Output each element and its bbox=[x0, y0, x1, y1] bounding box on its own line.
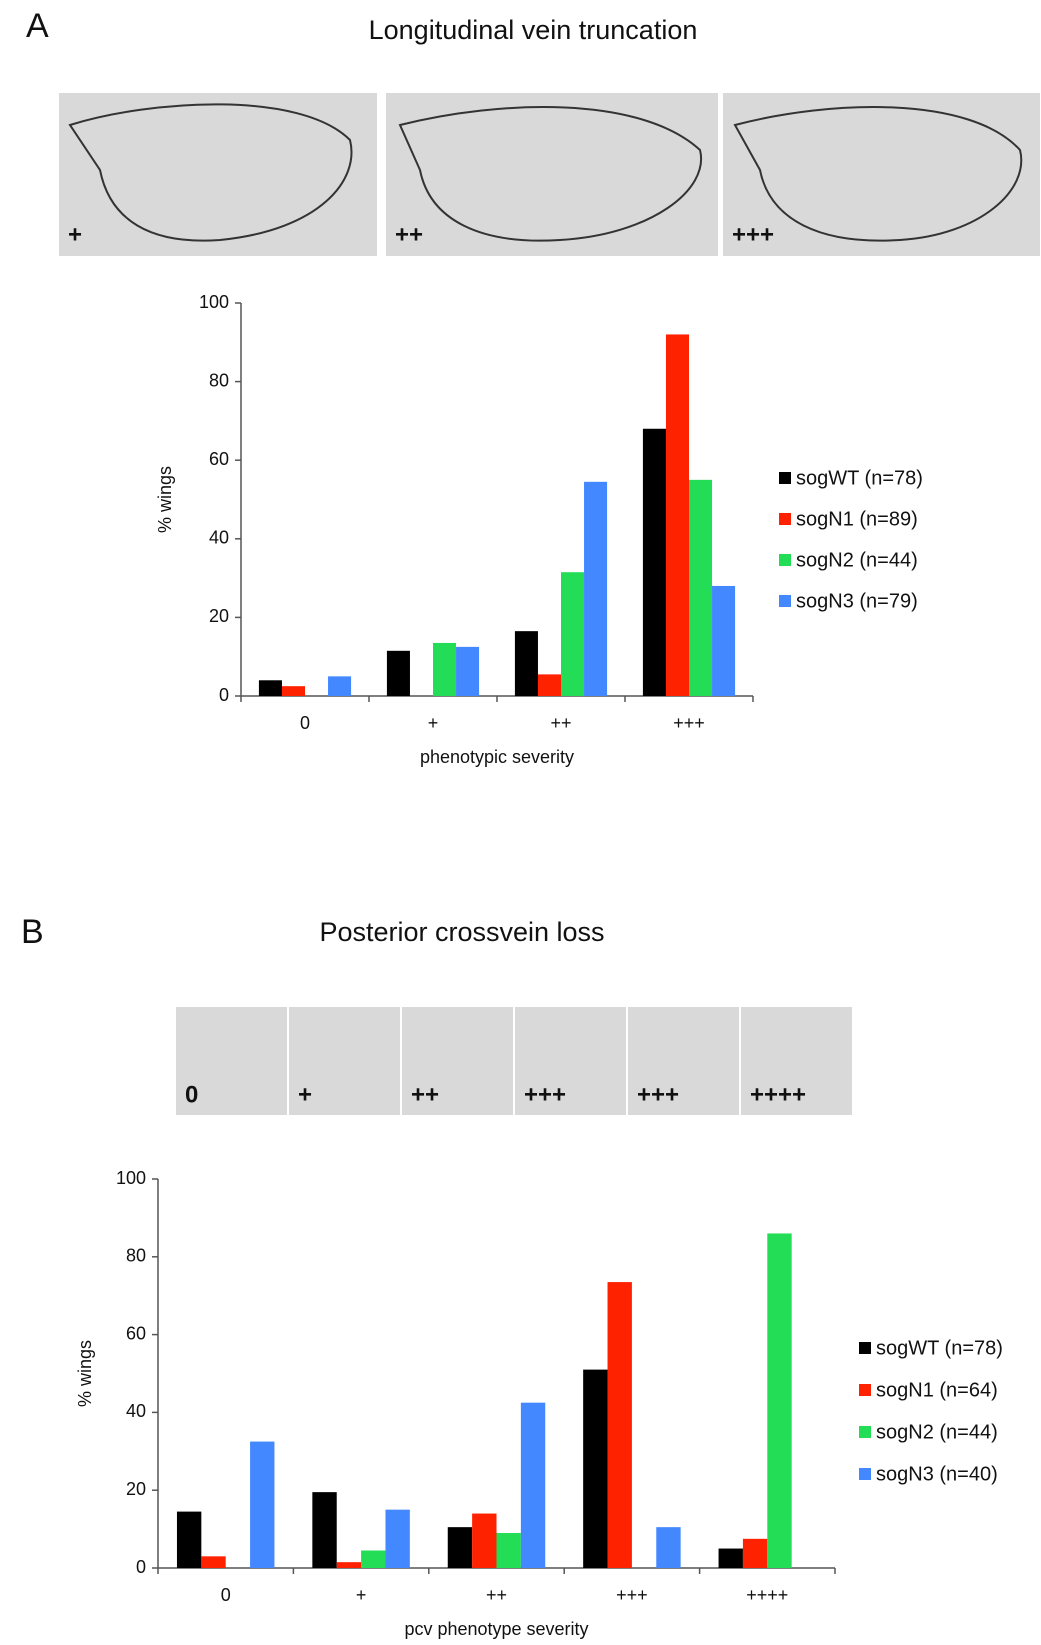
image-label: ++ bbox=[411, 1081, 439, 1108]
bar bbox=[201, 1556, 226, 1568]
bar bbox=[607, 1282, 632, 1568]
wing-outline bbox=[68, 103, 353, 242]
bar bbox=[537, 674, 561, 696]
bar bbox=[665, 334, 689, 696]
crossvein-photo bbox=[739, 1005, 854, 1117]
x-tick-label: + bbox=[428, 713, 439, 733]
bar bbox=[385, 1509, 410, 1568]
image-label: ++ bbox=[395, 221, 423, 248]
bar bbox=[642, 428, 666, 696]
image-label: + bbox=[68, 221, 82, 248]
y-tick-label: 0 bbox=[219, 685, 229, 705]
chart-title: Posterior crossvein loss bbox=[319, 917, 604, 947]
legend-label: sogN2 (n=44) bbox=[876, 1421, 998, 1443]
y-axis-label: % wings bbox=[75, 1340, 95, 1407]
legend-label: sogN2 (n=44) bbox=[796, 549, 918, 571]
wing-photo bbox=[721, 91, 1041, 258]
panel-label: A bbox=[26, 7, 49, 45]
bar bbox=[433, 642, 457, 696]
legend-swatch bbox=[779, 472, 791, 484]
y-tick-label: 80 bbox=[209, 370, 229, 390]
x-tick-label: +++ bbox=[673, 713, 705, 733]
crossvein-photo bbox=[513, 1005, 628, 1117]
y-tick-label: 100 bbox=[116, 1168, 146, 1188]
image-label: + bbox=[298, 1081, 312, 1108]
bar bbox=[689, 479, 713, 696]
bar bbox=[361, 1550, 386, 1568]
legend-swatch bbox=[859, 1384, 871, 1396]
y-tick-label: 40 bbox=[126, 1401, 146, 1421]
y-tick-label: 20 bbox=[126, 1479, 146, 1499]
bar bbox=[520, 1402, 546, 1568]
bar bbox=[496, 1532, 521, 1568]
y-tick-label: 80 bbox=[126, 1246, 146, 1266]
chart-title: Longitudinal vein truncation bbox=[369, 15, 698, 45]
wing-photo bbox=[57, 91, 379, 258]
bar bbox=[456, 646, 480, 696]
bar bbox=[718, 1548, 743, 1568]
wing-outline bbox=[398, 106, 703, 242]
bar bbox=[712, 585, 736, 696]
legend-label: sogN1 (n=64) bbox=[876, 1379, 998, 1401]
x-tick-label: ++++ bbox=[746, 1585, 788, 1605]
image-label: +++ bbox=[732, 221, 774, 248]
crossvein-photo bbox=[174, 1005, 289, 1117]
legend-swatch bbox=[779, 513, 791, 525]
legend-label: sogWT (n=78) bbox=[796, 467, 923, 489]
bar bbox=[656, 1527, 681, 1568]
image-label: +++ bbox=[637, 1081, 679, 1108]
bar bbox=[584, 481, 608, 696]
bar bbox=[767, 1233, 792, 1568]
bar bbox=[386, 650, 410, 696]
x-tick-label: + bbox=[356, 1585, 367, 1605]
y-tick-label: 60 bbox=[209, 449, 229, 469]
bar bbox=[281, 686, 305, 696]
x-tick-label: ++ bbox=[550, 713, 571, 733]
image-label: 0 bbox=[185, 1081, 198, 1108]
bar bbox=[742, 1538, 768, 1568]
wing-images-a bbox=[57, 91, 1041, 258]
bar bbox=[328, 676, 352, 696]
bar bbox=[472, 1513, 497, 1568]
x-tick-label: 0 bbox=[221, 1585, 231, 1605]
bar bbox=[583, 1369, 608, 1568]
bar bbox=[447, 1527, 473, 1568]
bar bbox=[176, 1511, 202, 1568]
bar bbox=[312, 1492, 337, 1568]
legend-swatch bbox=[859, 1426, 871, 1438]
crossvein-photo bbox=[400, 1005, 515, 1117]
legend-swatch bbox=[779, 595, 791, 607]
legend-swatch bbox=[779, 554, 791, 566]
bar bbox=[258, 680, 282, 696]
bar bbox=[336, 1562, 362, 1568]
wing-photo bbox=[384, 91, 720, 258]
image-label: +++ bbox=[524, 1081, 566, 1108]
legend-label: sogN3 (n=40) bbox=[876, 1463, 998, 1485]
x-tick-label: +++ bbox=[616, 1585, 648, 1605]
legend-label: sogN3 (n=79) bbox=[796, 590, 918, 612]
panel-label: B bbox=[21, 913, 44, 951]
y-tick-label: 40 bbox=[209, 528, 229, 548]
bar bbox=[561, 572, 585, 696]
legend-swatch bbox=[859, 1468, 871, 1480]
x-tick-label: 0 bbox=[300, 713, 310, 733]
bar bbox=[514, 631, 538, 696]
crossvein-images-b bbox=[174, 1005, 854, 1117]
x-tick-label: ++ bbox=[486, 1585, 507, 1605]
x-axis-label: pcv phenotype severity bbox=[404, 1619, 588, 1639]
wing-outline bbox=[733, 106, 1023, 242]
legend-swatch bbox=[859, 1342, 871, 1354]
y-axis-label: % wings bbox=[155, 466, 175, 533]
bar bbox=[250, 1441, 275, 1568]
y-tick-label: 0 bbox=[136, 1557, 146, 1577]
legend-label: sogWT (n=78) bbox=[876, 1337, 1003, 1359]
x-axis-label: phenotypic severity bbox=[420, 747, 574, 767]
image-label: ++++ bbox=[750, 1081, 806, 1108]
legend-label: sogN1 (n=89) bbox=[796, 508, 918, 530]
crossvein-photo bbox=[287, 1005, 402, 1117]
y-tick-label: 20 bbox=[209, 606, 229, 626]
y-tick-label: 60 bbox=[126, 1323, 146, 1343]
y-tick-label: 100 bbox=[199, 292, 229, 312]
